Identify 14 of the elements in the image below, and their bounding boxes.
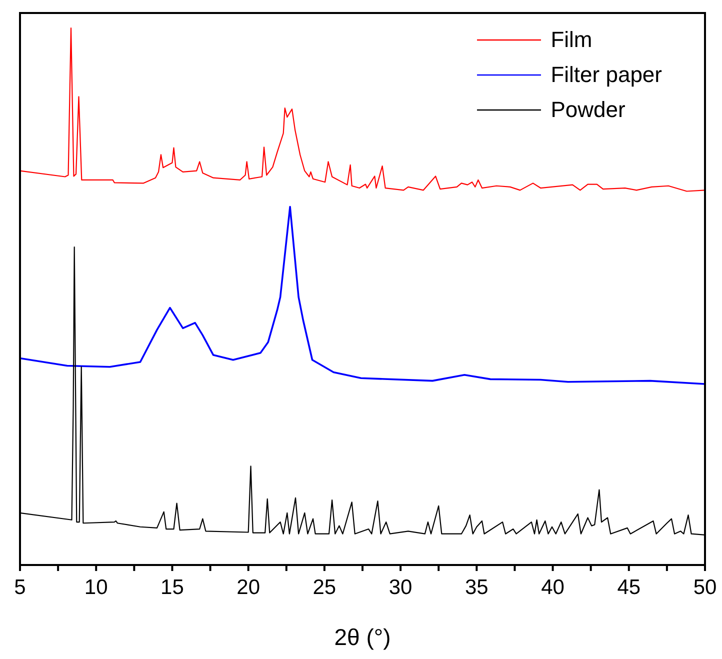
legend-label: Filter paper: [550, 62, 662, 88]
x-tick-label: 20: [236, 576, 260, 599]
x-tick-label: 35: [464, 576, 488, 599]
x-tick-label: 45: [617, 576, 641, 599]
x-tick-label: 50: [693, 576, 717, 599]
x-axis-title: 2θ (°): [334, 624, 391, 650]
x-tick-label: 30: [388, 576, 412, 599]
x-tick-label: 25: [312, 576, 336, 599]
x-tick-label: 5: [14, 576, 26, 599]
legend-label: Powder: [550, 96, 626, 122]
x-tick-label: 40: [541, 576, 564, 599]
legend-label: Film: [550, 26, 592, 52]
x-tick-label: 15: [160, 576, 184, 599]
x-tick-label: 10: [84, 576, 108, 599]
